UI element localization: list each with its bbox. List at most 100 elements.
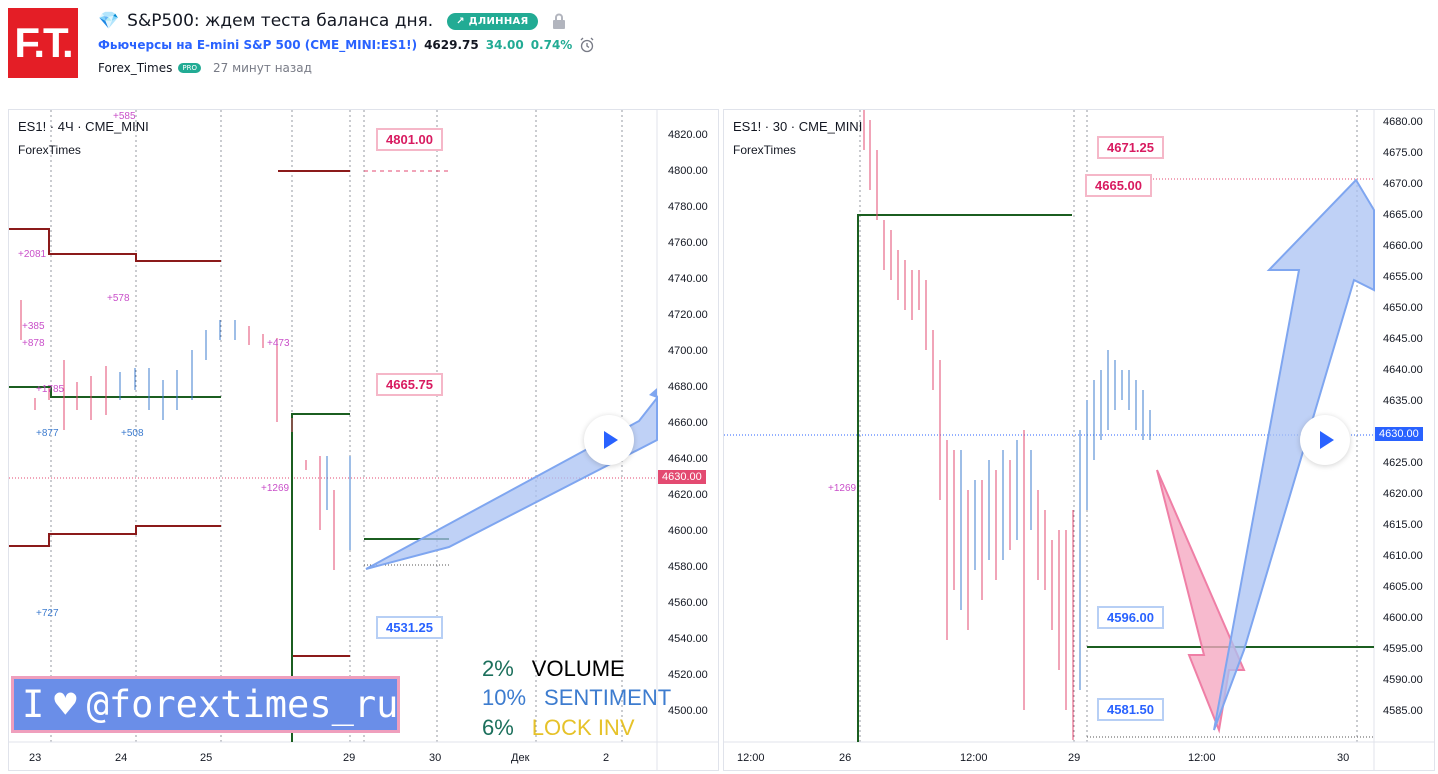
y-label: 4635.00 [1383, 395, 1423, 407]
volume-label: +1269 [828, 483, 857, 494]
y-label: 4520.00 [668, 669, 708, 681]
y-label: 4720.00 [668, 309, 708, 321]
symbol-change: 34.00 [485, 38, 524, 52]
y-label: 4670.00 [1383, 178, 1423, 190]
y-label: 4645.00 [1383, 333, 1423, 345]
symbol-change-pct: 0.74% [530, 38, 573, 52]
chart-canvas-right [724, 110, 1434, 770]
x-label: 23 [29, 752, 42, 764]
y-label: 4595.00 [1383, 643, 1423, 655]
play-button[interactable] [584, 415, 634, 465]
volume-label: +1269 [261, 483, 290, 494]
volume-label: +578 [107, 293, 130, 304]
y-label: 4540.00 [668, 633, 708, 645]
y-label: 4640.00 [1383, 364, 1423, 376]
price-callout[interactable]: 4665.75 [376, 373, 443, 396]
chart-subtitle-right: ForexTimes [733, 143, 796, 157]
symbol-link[interactable]: Фьючерсы на E-mini S&P 500 (CME_MINI:ES1… [98, 38, 418, 52]
idea-title-row: 💎 S&P500: ждем теста баланса дня. ↗ ДЛИН… [98, 9, 566, 33]
volume-label: +585 [113, 111, 136, 122]
y-label: 4820.00 [668, 129, 708, 141]
y-label: 4600.00 [1383, 612, 1423, 624]
y-label: 4680.00 [668, 381, 708, 393]
play-button[interactable] [1300, 415, 1350, 465]
volume-label: +877 [36, 428, 59, 439]
volume-label: +2081 [18, 249, 47, 260]
legend-pct: 6% [482, 715, 514, 740]
price-callout[interactable]: 4596.00 [1097, 606, 1164, 629]
y-label: 4660.00 [668, 417, 708, 429]
x-label: 30 [1337, 752, 1350, 764]
x-label: 2 [603, 752, 610, 764]
y-label: 4675.00 [1383, 147, 1423, 159]
x-label: 29 [1068, 752, 1081, 764]
price-callout[interactable]: 4801.00 [376, 128, 443, 151]
legend-name: SENTIMENT [544, 685, 672, 710]
heart-icon: ♥ [54, 683, 77, 726]
x-label: Дек [511, 752, 530, 764]
x-label: 26 [839, 752, 852, 764]
y-label: 4800.00 [668, 165, 708, 177]
y-label: 4500.00 [668, 705, 708, 717]
y-label: 4650.00 [1383, 302, 1423, 314]
x-label: 30 [429, 752, 442, 764]
y-label: 4640.00 [668, 453, 708, 465]
x-label: 12:00 [960, 752, 988, 764]
symbol-row: Фьючерсы на E-mini S&P 500 (CME_MINI:ES1… [98, 37, 595, 53]
volume-label: +473 [267, 338, 290, 349]
y-label: 4610.00 [1383, 550, 1423, 562]
volume-label: +878 [22, 338, 45, 349]
price-callout[interactable]: 4581.50 [1097, 698, 1164, 721]
x-label: 29 [343, 752, 356, 764]
chart-title-left: ES1! · 4Ч · CME_MINI [18, 119, 149, 134]
y-label: 4580.00 [668, 561, 708, 573]
symbol-price: 4629.75 [424, 38, 479, 52]
y-label: 4655.00 [1383, 271, 1423, 283]
y-label: 4590.00 [1383, 674, 1423, 686]
lock-icon [552, 13, 565, 29]
y-label: 4600.00 [668, 525, 708, 537]
x-label: 25 [200, 752, 213, 764]
chart-canvas-left [9, 110, 718, 770]
alarm-clock-icon[interactable] [579, 37, 595, 53]
y-label: 4620.00 [668, 489, 708, 501]
x-label: 24 [115, 752, 128, 764]
last-price-tag: 4630.00 [1375, 427, 1423, 441]
chart-pane-right[interactable]: ES1! · 30 · CME_MINI ForexTimes 4680.00 … [723, 109, 1435, 771]
volume-label: +508 [121, 428, 144, 439]
legend-row: 6% LOCK INV [482, 715, 635, 741]
y-label: 4760.00 [668, 237, 708, 249]
price-callout[interactable]: 4665.00 [1085, 174, 1152, 197]
chart-pane-left[interactable]: ES1! · 4Ч · CME_MINI ForexTimes 4820.00 … [8, 109, 719, 771]
y-label: 4620.00 [1383, 488, 1423, 500]
logo[interactable]: F.T. [8, 8, 78, 78]
legend-name: LOCK INV [531, 715, 635, 740]
y-label: 4560.00 [668, 597, 708, 609]
long-badge: ↗ ДЛИННАЯ [447, 12, 538, 30]
legend-row: 2% VOLUME [482, 656, 625, 682]
chart-title-right: ES1! · 30 · CME_MINI [733, 119, 863, 134]
legend-name: VOLUME [531, 656, 625, 681]
y-label: 4625.00 [1383, 457, 1423, 469]
y-label: 4605.00 [1383, 581, 1423, 593]
price-callout[interactable]: 4671.25 [1097, 136, 1164, 159]
y-label: 4700.00 [668, 345, 708, 357]
last-price-tag: 4630.00 [658, 470, 706, 484]
legend-row: 10% SENTIMENT [482, 685, 671, 711]
y-label: 4780.00 [668, 201, 708, 213]
diamond-icon: 💎 [98, 11, 120, 31]
idea-title: S&P500: ждем теста баланса дня. [127, 11, 434, 31]
banner-text: I ♥ @forextimes_ru [22, 683, 399, 726]
author-row: Forex_Times PRO 27 минут назад [98, 61, 312, 75]
y-label: 4665.00 [1383, 209, 1423, 221]
volume-label: +727 [36, 608, 59, 619]
author-name[interactable]: Forex_Times [98, 61, 173, 75]
pro-badge: PRO [178, 63, 201, 73]
publish-time: 27 минут назад [213, 61, 312, 75]
chart-subtitle-left: ForexTimes [18, 143, 81, 157]
legend-pct: 2% [482, 656, 514, 681]
y-label: 4680.00 [1383, 116, 1423, 128]
price-callout[interactable]: 4531.25 [376, 616, 443, 639]
legend-pct: 10% [482, 685, 527, 710]
volume-label: +1785 [36, 384, 65, 395]
